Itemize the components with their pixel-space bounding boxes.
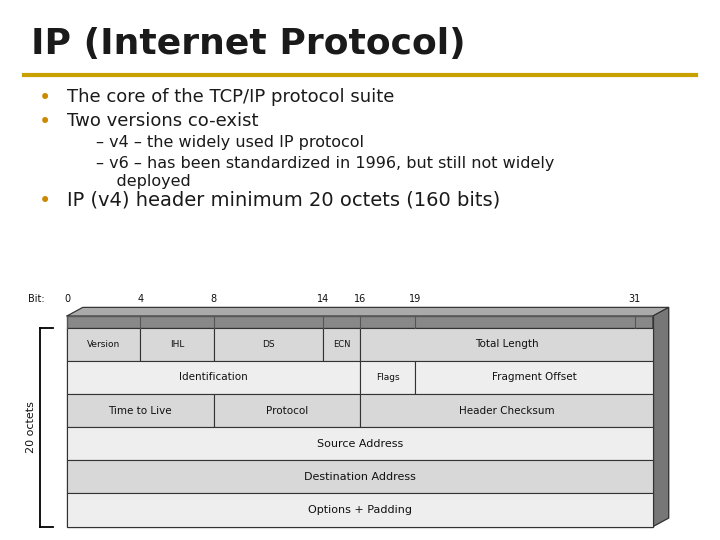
- Bar: [360, 394, 653, 427]
- Text: 20 octets: 20 octets: [27, 401, 36, 453]
- Bar: [67, 394, 653, 427]
- Text: 8: 8: [210, 294, 217, 304]
- Text: Protocol: Protocol: [266, 406, 308, 416]
- Text: ECN: ECN: [333, 340, 351, 349]
- Text: •: •: [38, 88, 50, 109]
- Text: 19: 19: [409, 294, 421, 304]
- Polygon shape: [67, 307, 669, 316]
- Text: •: •: [38, 112, 50, 132]
- Text: 14: 14: [318, 294, 330, 304]
- Text: •: •: [38, 191, 50, 211]
- Text: Total Length: Total Length: [474, 339, 539, 349]
- Text: 0: 0: [64, 294, 70, 304]
- Bar: [67, 328, 653, 361]
- Bar: [360, 328, 653, 361]
- Bar: [67, 494, 653, 526]
- Text: Time to Live: Time to Live: [109, 406, 172, 416]
- Text: The core of the TCP/IP protocol suite: The core of the TCP/IP protocol suite: [67, 88, 395, 106]
- Text: Destination Address: Destination Address: [304, 472, 416, 482]
- Text: 4: 4: [138, 294, 143, 304]
- Text: Options + Padding: Options + Padding: [308, 505, 412, 515]
- Bar: [323, 328, 360, 361]
- Bar: [67, 361, 360, 394]
- Text: Version: Version: [87, 340, 120, 349]
- Text: Identification: Identification: [179, 373, 248, 382]
- Text: Two versions co-exist: Two versions co-exist: [67, 112, 258, 130]
- Text: Fragment Offset: Fragment Offset: [492, 373, 576, 382]
- Text: 16: 16: [354, 294, 366, 304]
- Text: 31: 31: [629, 294, 641, 304]
- Text: IP (v4) header minimum 20 octets (160 bits): IP (v4) header minimum 20 octets (160 bi…: [67, 191, 500, 210]
- Bar: [67, 316, 653, 328]
- Bar: [67, 494, 653, 526]
- Bar: [415, 361, 653, 394]
- Polygon shape: [653, 307, 669, 526]
- Bar: [67, 427, 653, 460]
- Bar: [67, 328, 140, 361]
- Bar: [67, 361, 653, 394]
- Text: IHL: IHL: [170, 340, 184, 349]
- Text: DS: DS: [262, 340, 275, 349]
- Bar: [67, 460, 653, 494]
- Bar: [67, 394, 214, 427]
- Text: Bit:: Bit:: [28, 294, 45, 304]
- Text: Flags: Flags: [376, 373, 400, 382]
- Bar: [214, 328, 323, 361]
- Bar: [67, 427, 653, 460]
- Text: Header Checksum: Header Checksum: [459, 406, 554, 416]
- Text: Source Address: Source Address: [317, 438, 403, 449]
- Text: – v6 – has been standardized in 1996, but still not widely
    deployed: – v6 – has been standardized in 1996, bu…: [96, 156, 554, 188]
- Bar: [67, 460, 653, 494]
- Bar: [360, 361, 415, 394]
- Text: IP (Internet Protocol): IP (Internet Protocol): [32, 27, 466, 61]
- Bar: [214, 394, 360, 427]
- Bar: [140, 328, 214, 361]
- Text: – v4 – the widely used IP protocol: – v4 – the widely used IP protocol: [96, 135, 364, 150]
